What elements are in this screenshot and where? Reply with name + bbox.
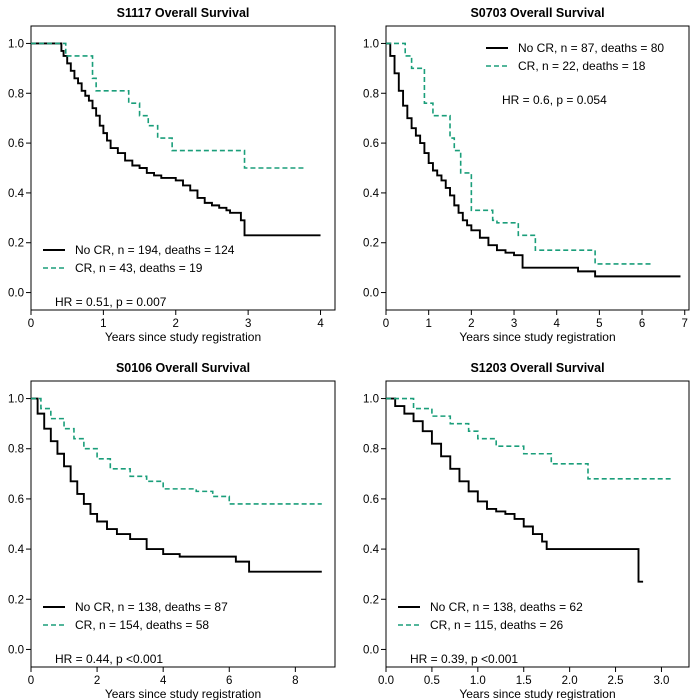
cr-survival-curve	[386, 397, 671, 480]
hazard-ratio-annotation: HR = 0.51, p = 0.007	[55, 295, 167, 309]
x-tick-label: 2.0	[562, 675, 578, 687]
x-axis-label: Years since study registration	[459, 687, 615, 700]
chart-title: S1203 Overall Survival	[470, 361, 604, 375]
chart-title: S1117 Overall Survival	[117, 6, 250, 20]
x-tick-label: 2	[173, 318, 179, 330]
x-tick-label: 3	[245, 318, 251, 330]
legend-label-cr: CR, n = 22, deaths = 18	[518, 59, 646, 73]
legend-label-no-cr: No CR, n = 87, deaths = 80	[518, 41, 664, 55]
y-tick-label: 0.8	[8, 444, 24, 456]
y-tick-label: 0.4	[363, 188, 380, 200]
no-cr-survival-curve	[386, 42, 681, 278]
y-tick-label: 0.6	[8, 138, 24, 150]
chart-title: S0703 Overall Survival	[470, 6, 604, 20]
x-tick-label: 1	[100, 318, 106, 330]
legend: No CR, n = 194, deaths = 124 CR, n = 43, …	[43, 243, 235, 309]
y-tick-label: 0.2	[8, 594, 24, 606]
no-cr-survival-curve	[31, 397, 322, 573]
y-tick-label: 0.8	[363, 444, 379, 456]
x-tick-label: 0.0	[378, 675, 394, 687]
x-tick-label: 3	[511, 318, 517, 330]
x-axis-label: Years since study registration	[105, 687, 261, 700]
legend-label-no-cr: No CR, n = 138, deaths = 62	[430, 600, 583, 614]
x-tick-label: 8	[292, 675, 298, 687]
x-tick-label: 4	[554, 318, 561, 330]
x-tick-label: 6	[639, 318, 645, 330]
legend-label-cr: CR, n = 154, deaths = 58	[75, 618, 209, 632]
y-tick-label: 0.6	[8, 494, 24, 506]
y-tick-label: 0.4	[8, 188, 25, 200]
y-tick-label: 0.2	[363, 594, 379, 606]
legend: No CR, n = 87, deaths = 80 CR, n = 22, de…	[486, 41, 664, 107]
chart-panel-1: S1117 Overall Survival 0 1 2 3 4 0.0 0.2 0.4 0.6 0…	[8, 6, 336, 344]
cr-survival-curve	[31, 42, 307, 169]
y-tick-label: 1.0	[8, 394, 24, 406]
y-tick-label: 0.2	[363, 238, 379, 250]
y-tick-label: 0.0	[363, 644, 379, 656]
x-tick-label: 0	[28, 675, 34, 687]
x-tick-label: 7	[682, 318, 688, 330]
y-tick-label: 0.0	[8, 644, 24, 656]
x-axis-label: Years since study registration	[459, 330, 615, 344]
legend-label-cr: CR, n = 115, deaths = 26	[430, 618, 564, 632]
x-tick-label: 2.5	[608, 675, 624, 687]
y-tick-label: 0.4	[8, 544, 25, 556]
plot-frame	[30, 380, 336, 668]
legend-label-cr: CR, n = 43, deaths = 19	[75, 261, 203, 275]
y-tick-label: 0.0	[8, 288, 24, 300]
y-tick-label: 0.6	[363, 494, 379, 506]
plot-frame	[30, 25, 336, 311]
x-axis-label: Years since study registration	[105, 330, 261, 344]
x-tick-label: 4	[317, 318, 324, 330]
y-tick-label: 0.8	[8, 88, 24, 100]
y-tick-label: 0.4	[363, 544, 380, 556]
chart-panel-3: S0106 Overall Survival 0 2 4 6 8 0.0 0.2 0.4 0.6 0…	[8, 361, 336, 700]
x-tick-label: 0	[28, 318, 34, 330]
x-tick-label: 6	[226, 675, 232, 687]
cr-survival-curve	[386, 42, 651, 265]
no-cr-survival-curve	[31, 42, 321, 237]
x-tick-label: 1.0	[470, 675, 486, 687]
y-tick-label: 0.6	[363, 138, 379, 150]
x-tick-label: 5	[596, 318, 602, 330]
x-tick-label: 0.5	[424, 675, 440, 687]
legend: No CR, n = 138, deaths = 87 CR, n = 154, …	[43, 600, 228, 666]
x-tick-label: 1.5	[516, 675, 532, 687]
chart-panel-4: S1203 Overall Survival 0.0 0.5 1.0 1.5 2.0 2.5…	[363, 361, 690, 700]
cr-survival-curve	[31, 397, 322, 505]
y-tick-label: 0.0	[363, 288, 379, 300]
hazard-ratio-annotation: HR = 0.44, p <0.001	[55, 652, 163, 666]
y-tick-label: 0.8	[363, 88, 379, 100]
hazard-ratio-annotation: HR = 0.39, p <0.001	[410, 652, 518, 666]
x-tick-label: 2	[468, 318, 474, 330]
chart-panel-2: S0703 Overall Survival 0 1 2 3 4 5 6 7 0.0 0.2 0.4 0…	[363, 6, 690, 344]
no-cr-survival-curve	[386, 397, 644, 583]
plot-frame	[385, 25, 690, 311]
y-tick-label: 1.0	[363, 394, 379, 406]
y-tick-label: 1.0	[8, 38, 24, 50]
plot-frame	[385, 380, 690, 668]
chart-title: S0106 Overall Survival	[116, 361, 250, 375]
legend-label-no-cr: No CR, n = 194, deaths = 124	[75, 243, 235, 257]
x-tick-label: 1	[425, 318, 431, 330]
legend: No CR, n = 138, deaths = 62 CR, n = 115, …	[398, 600, 583, 666]
x-tick-label: 3.0	[653, 675, 669, 687]
y-tick-label: 0.2	[8, 238, 24, 250]
y-tick-label: 1.0	[363, 38, 379, 50]
x-tick-label: 0	[383, 318, 389, 330]
x-tick-label: 2	[94, 675, 100, 687]
x-tick-label: 4	[160, 675, 167, 687]
hazard-ratio-annotation: HR = 0.6, p = 0.054	[502, 93, 607, 107]
legend-label-no-cr: No CR, n = 138, deaths = 87	[75, 600, 228, 614]
